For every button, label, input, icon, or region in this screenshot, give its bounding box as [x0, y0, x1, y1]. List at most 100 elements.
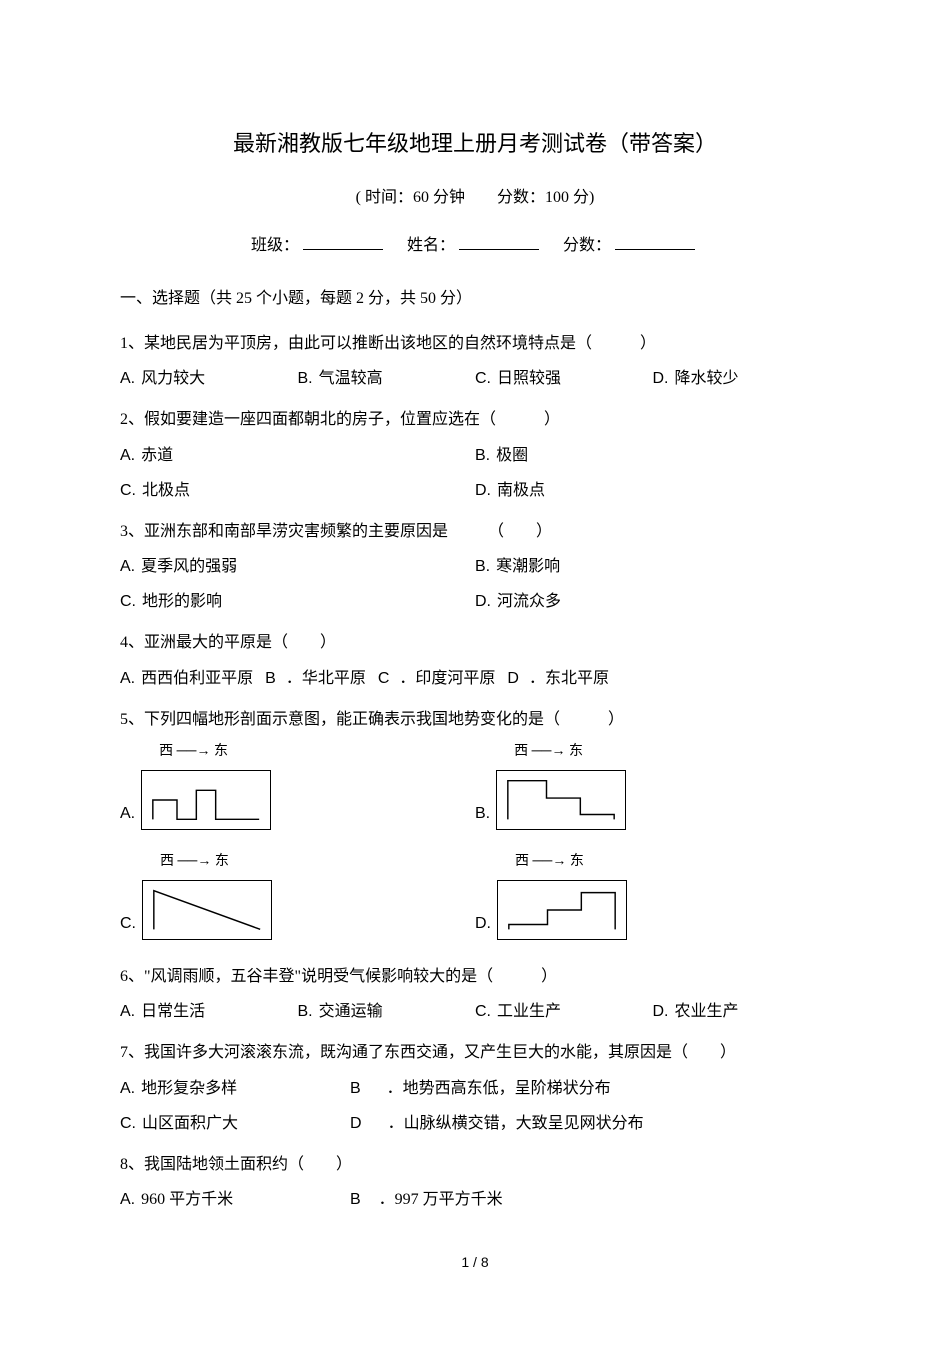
- q1-c-text: 日照较强: [497, 370, 561, 387]
- label-c: C.: [120, 906, 136, 953]
- q1-d-text: 降水较少: [675, 370, 739, 387]
- label-d: D.: [653, 370, 669, 387]
- question-8: 8、我国陆地领土面积约（ ） A. 960 平方千米 B ．997 万平方千米: [120, 1147, 830, 1217]
- label-a: A.: [120, 1003, 135, 1020]
- question-8-text: 8、我国陆地领土面积约（ ）: [120, 1147, 830, 1182]
- q5-diagram-b: B. 西 ──→ 东: [475, 737, 830, 843]
- name-label: 姓名：: [407, 237, 455, 254]
- q3-a-text: 夏季风的强弱: [141, 558, 237, 575]
- label-a: A.: [120, 1080, 135, 1097]
- question-4: 4、亚洲最大的平原是（ ） A. 西西伯利亚平原 B ．华北平原 C ．印度河平原…: [120, 625, 830, 695]
- q7-d-text: ．山脉纵横交错，大致呈见网状分布: [388, 1115, 644, 1132]
- q2-c-text: 北极点: [142, 482, 190, 499]
- q3-c-text: 地形的影响: [142, 593, 222, 610]
- q2-option-a: A. 赤道: [120, 438, 475, 473]
- q5-caption-d: 西 ──→ 东: [497, 847, 627, 878]
- q1-option-c: C. 日照较强: [475, 361, 653, 396]
- question-5-text: 5、下列四幅地形剖面示意图，能正确表示我国地势变化的是（ ）: [120, 702, 830, 737]
- q7-option-b: B ．地势西高东低，呈阶梯状分布: [350, 1071, 830, 1106]
- label-a: A.: [120, 370, 135, 387]
- question-1-text: 1、某地民居为平顶房，由此可以推断出该地区的自然环境特点是（ ）: [120, 326, 830, 361]
- q6-option-a: A. 日常生活: [120, 994, 298, 1029]
- q8-a-text: 960 平方千米: [141, 1191, 233, 1208]
- q6-option-c: C. 工业生产: [475, 994, 653, 1029]
- q1-option-a: A. 风力较大: [120, 361, 298, 396]
- question-5: 5、下列四幅地形剖面示意图，能正确表示我国地势变化的是（ ） A. 西 ──→ …: [120, 702, 830, 953]
- label-d: D.: [475, 482, 491, 499]
- q1-a-text: 风力较大: [141, 370, 205, 387]
- label-c: C.: [120, 593, 136, 610]
- label-b: B.: [298, 1003, 313, 1020]
- q5-diagram-c: C. 西 ──→ 东: [120, 847, 475, 953]
- label-c: C.: [475, 1003, 491, 1020]
- q8-option-a: A. 960 平方千米: [120, 1182, 350, 1217]
- q3-option-d: D.河流众多: [475, 584, 830, 619]
- q5-caption-c: 西 ──→ 东: [142, 847, 272, 878]
- label-b: B: [265, 670, 276, 687]
- label-c: C: [378, 670, 390, 687]
- label-c: C.: [475, 370, 491, 387]
- section-1-heading: 一、选择题（共 25 个小题，每题 2 分，共 50 分）: [120, 281, 830, 316]
- label-b: B.: [475, 796, 490, 843]
- label-b: B: [350, 1080, 361, 1097]
- page-number: 1 / 8: [120, 1247, 830, 1278]
- q4-a-text: 西西伯利亚平原: [141, 670, 253, 687]
- q3-b-text: 寒潮影响: [496, 558, 560, 575]
- q7-option-a: A.地形复杂多样: [120, 1071, 350, 1106]
- q8-b-text: ．997 万平方千米: [379, 1191, 503, 1208]
- page-title: 最新湘教版七年级地理上册月考测试卷（带答案）: [120, 120, 830, 168]
- terrain-diagram-b-icon: [496, 770, 626, 830]
- question-3: 3、亚洲东部和南部旱涝灾害频繁的主要原因是 （ ） A. 夏季风的强弱 B. 寒潮影…: [120, 514, 830, 620]
- q5-caption-a: 西 ──→ 东: [141, 737, 271, 768]
- q5-diagram-a: A. 西 ──→ 东: [120, 737, 475, 843]
- q6-option-d: D. 农业生产: [653, 994, 831, 1029]
- label-b: B: [350, 1191, 361, 1208]
- label-a: A.: [120, 447, 135, 464]
- q3-option-c: C. 地形的影响: [120, 584, 475, 619]
- exam-meta: ( 时间：60 分钟 分数：100 分): [120, 180, 830, 215]
- terrain-diagram-d-icon: [497, 880, 627, 940]
- q1-option-b: B. 气温较高: [298, 361, 476, 396]
- q4-d-text: ．东北平原: [529, 670, 609, 687]
- label-a: A.: [120, 558, 135, 575]
- score-blank[interactable]: [615, 234, 695, 250]
- label-d: D: [350, 1115, 362, 1132]
- q5-caption-b: 西 ──→ 东: [496, 737, 626, 768]
- q2-option-d: D. 南极点: [475, 473, 830, 508]
- q2-a-text: 赤道: [141, 447, 173, 464]
- label-d: D.: [475, 906, 491, 953]
- question-6-text: 6、"风调雨顺，五谷丰登"说明受气候影响较大的是（ ）: [120, 959, 830, 994]
- label-a: A.: [120, 670, 135, 687]
- question-4-text: 4、亚洲最大的平原是（ ）: [120, 625, 830, 660]
- q6-c-text: 工业生产: [497, 1003, 561, 1020]
- q2-b-text: 极圈: [496, 447, 528, 464]
- name-blank[interactable]: [459, 234, 539, 250]
- label-b: B.: [475, 447, 490, 464]
- label-b: B.: [475, 558, 490, 575]
- q4-options-line: A. 西西伯利亚平原 B ．华北平原 C ．印度河平原 D ．东北平原: [120, 661, 830, 696]
- q2-d-text: 南极点: [497, 482, 545, 499]
- q6-option-b: B. 交通运输: [298, 994, 476, 1029]
- q6-b-text: 交通运输: [319, 1003, 383, 1020]
- q3-d-text: 河流众多: [497, 593, 561, 610]
- q1-b-text: 气温较高: [319, 370, 383, 387]
- label-d: D: [507, 670, 519, 687]
- question-6: 6、"风调雨顺，五谷丰登"说明受气候影响较大的是（ ） A. 日常生活 B. 交通运…: [120, 959, 830, 1029]
- question-1: 1、某地民居为平顶房，由此可以推断出该地区的自然环境特点是（ ） A.风力较大 …: [120, 326, 830, 396]
- question-7: 7、我国许多大河滚滚东流，既沟通了东西交通，又产生巨大的水能，其原因是（ ） A…: [120, 1035, 830, 1141]
- q7-b-text: ．地势西高东低，呈阶梯状分布: [387, 1080, 611, 1097]
- q4-b-text: ．华北平原: [286, 670, 366, 687]
- class-blank[interactable]: [303, 234, 383, 250]
- q6-d-text: 农业生产: [675, 1003, 739, 1020]
- q8-option-b: B ．997 万平方千米: [350, 1182, 830, 1217]
- q6-a-text: 日常生活: [141, 1003, 205, 1020]
- question-2: 2、假如要建造一座四面都朝北的房子，位置应选在（ ） A.赤道 B.极圈 C.北…: [120, 402, 830, 508]
- q4-c-text: ．印度河平原: [399, 670, 495, 687]
- score-label: 分数：: [563, 237, 611, 254]
- terrain-diagram-a-icon: [141, 770, 271, 830]
- question-3-text: 3、亚洲东部和南部旱涝灾害频繁的主要原因是 （ ）: [120, 514, 830, 549]
- q7-c-text: 山区面积广大: [142, 1115, 238, 1132]
- label-a: A.: [120, 1191, 135, 1208]
- label-d: D.: [653, 1003, 669, 1020]
- label-b: B.: [298, 370, 313, 387]
